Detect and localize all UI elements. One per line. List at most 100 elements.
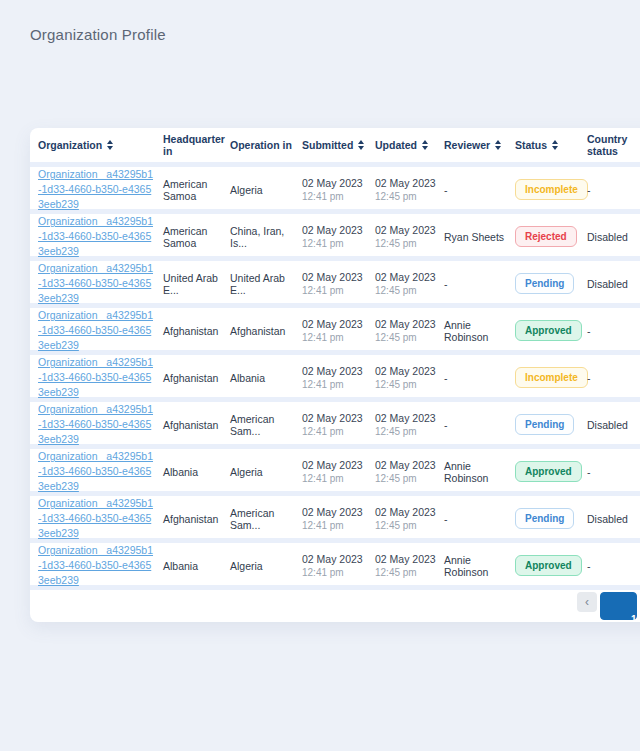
country-status-value: - [587, 372, 591, 384]
updated-time: 12:45 pm [375, 378, 436, 391]
submitted-cell: 02 May 202312:41 pm [302, 553, 375, 579]
updated-time: 12:45 pm [375, 284, 436, 297]
table-row: Organization _a43295b1-1d33-4660-b350-e4… [30, 538, 640, 585]
table-body: Organization _a43295b1-1d33-4660-b350-e4… [30, 162, 640, 585]
submitted-time: 12:41 pm [302, 378, 367, 391]
column-header-organization[interactable]: Organization [38, 139, 163, 151]
updated-cell: 02 May 202312:45 pm [375, 412, 444, 438]
operation-cell: Algeria [230, 184, 302, 196]
status-badge: Approved [515, 461, 582, 482]
table-row: Organization _a43295b1-1d33-4660-b350-e4… [30, 303, 640, 350]
headquarter-cell: Albania [163, 466, 230, 478]
operation-cell: Algeria [230, 560, 302, 572]
operation-cell: China, Iran, Is... [230, 225, 302, 249]
pagination-page-1[interactable]: 1 [600, 592, 638, 620]
sort-icon [552, 140, 558, 150]
country-status-value: Disabled [587, 513, 628, 525]
organization-link[interactable]: Organization _a43295b1-1d33-4660-b350-e4… [38, 355, 155, 400]
submitted-cell: 02 May 202312:41 pm [302, 271, 375, 297]
reviewer-cell: Annie Robinson [444, 554, 515, 578]
column-header-submitted[interactable]: Submitted [302, 139, 375, 151]
organization-link[interactable]: Organization _a43295b1-1d33-4660-b350-e4… [38, 449, 155, 494]
column-header-status[interactable]: Status [515, 139, 587, 151]
country-status-value: - [587, 466, 591, 478]
headquarter-cell: American Samoa [163, 178, 230, 202]
submitted-date: 02 May 2023 [302, 224, 367, 237]
organization-link[interactable]: Organization _a43295b1-1d33-4660-b350-e4… [38, 402, 155, 447]
status-cell: Rejected [515, 226, 587, 247]
column-header-headquarter-in: Headquarter in [163, 133, 230, 157]
organization-link-cell: Organization _a43295b1-1d33-4660-b350-e4… [38, 261, 163, 306]
submitted-time: 12:41 pm [302, 425, 367, 438]
submitted-cell: 02 May 202312:41 pm [302, 224, 375, 250]
country-status-cell: - [587, 466, 640, 478]
status-badge: Pending [515, 273, 574, 294]
organization-link-cell: Organization _a43295b1-1d33-4660-b350-e4… [38, 214, 163, 259]
reviewer-cell: - [444, 513, 515, 525]
reviewer-cell: - [444, 184, 515, 196]
submitted-time: 12:41 pm [302, 472, 367, 485]
column-label: Submitted [302, 139, 353, 151]
operation-value: American Sam... [230, 413, 274, 437]
reviewer-cell: Ryan Sheets [444, 231, 515, 243]
country-status-cell: - [587, 184, 640, 196]
pagination-prev-button[interactable]: ‹ [577, 592, 597, 612]
pagination: ‹ 12 [577, 592, 640, 620]
reviewer-value: Annie Robinson [444, 554, 488, 578]
status-badge: Approved [515, 555, 582, 576]
column-label: Operation in [230, 139, 292, 151]
reviewer-value: - [444, 278, 448, 290]
submitted-cell: 02 May 202312:41 pm [302, 177, 375, 203]
status-cell: Pending [515, 508, 587, 529]
updated-date: 02 May 2023 [375, 506, 436, 519]
operation-value: China, Iran, Is... [230, 225, 284, 249]
submitted-time: 12:41 pm [302, 566, 367, 579]
updated-time: 12:45 pm [375, 566, 436, 579]
headquarter-cell: American Samoa [163, 225, 230, 249]
headquarter-value: Albania [163, 560, 198, 572]
updated-date: 02 May 2023 [375, 459, 436, 472]
reviewer-cell: Annie Robinson [444, 460, 515, 484]
country-status-value: Disabled [587, 278, 628, 290]
sort-icon [358, 140, 364, 150]
headquarter-cell: Afghanistan [163, 325, 230, 337]
column-header-reviewer[interactable]: Reviewer [444, 139, 515, 151]
column-label: Status [515, 139, 547, 151]
country-status-cell: Disabled [587, 278, 640, 290]
operation-value: American Sam... [230, 507, 274, 531]
updated-date: 02 May 2023 [375, 365, 436, 378]
column-header-updated[interactable]: Updated [375, 139, 444, 151]
updated-time: 12:45 pm [375, 190, 436, 203]
status-cell: Pending [515, 414, 587, 435]
sort-icon [422, 140, 428, 150]
submitted-date: 02 May 2023 [302, 553, 367, 566]
organization-link[interactable]: Organization _a43295b1-1d33-4660-b350-e4… [38, 261, 155, 306]
submitted-date: 02 May 2023 [302, 412, 367, 425]
updated-date: 02 May 2023 [375, 553, 436, 566]
status-cell: Incomplete [515, 367, 587, 388]
submitted-time: 12:41 pm [302, 190, 367, 203]
table-header-row: OrganizationHeadquarter inOperation in Su… [30, 128, 640, 162]
country-status-value: - [587, 184, 591, 196]
headquarter-cell: Afghanistan [163, 513, 230, 525]
submitted-date: 02 May 2023 [302, 177, 367, 190]
reviewer-value: - [444, 513, 448, 525]
submitted-cell: 02 May 202312:41 pm [302, 318, 375, 344]
reviewer-cell: - [444, 278, 515, 290]
country-status-cell: - [587, 372, 640, 384]
operation-cell: American Sam... [230, 413, 302, 437]
organization-link[interactable]: Organization _a43295b1-1d33-4660-b350-e4… [38, 308, 155, 353]
operation-value: Albania [230, 372, 265, 384]
organization-link[interactable]: Organization _a43295b1-1d33-4660-b350-e4… [38, 496, 155, 541]
country-status-value: - [587, 325, 591, 337]
table-row: Organization _a43295b1-1d33-4660-b350-e4… [30, 491, 640, 538]
headquarter-cell: Afghanistan [163, 372, 230, 384]
operation-cell: Afghanistan [230, 325, 302, 337]
submitted-cell: 02 May 202312:41 pm [302, 412, 375, 438]
organization-link[interactable]: Organization _a43295b1-1d33-4660-b350-e4… [38, 543, 155, 588]
submitted-date: 02 May 2023 [302, 459, 367, 472]
column-label: Country status [587, 133, 640, 157]
organization-link[interactable]: Organization _a43295b1-1d33-4660-b350-e4… [38, 167, 155, 212]
organization-link[interactable]: Organization _a43295b1-1d33-4660-b350-e4… [38, 214, 155, 259]
submitted-date: 02 May 2023 [302, 318, 367, 331]
